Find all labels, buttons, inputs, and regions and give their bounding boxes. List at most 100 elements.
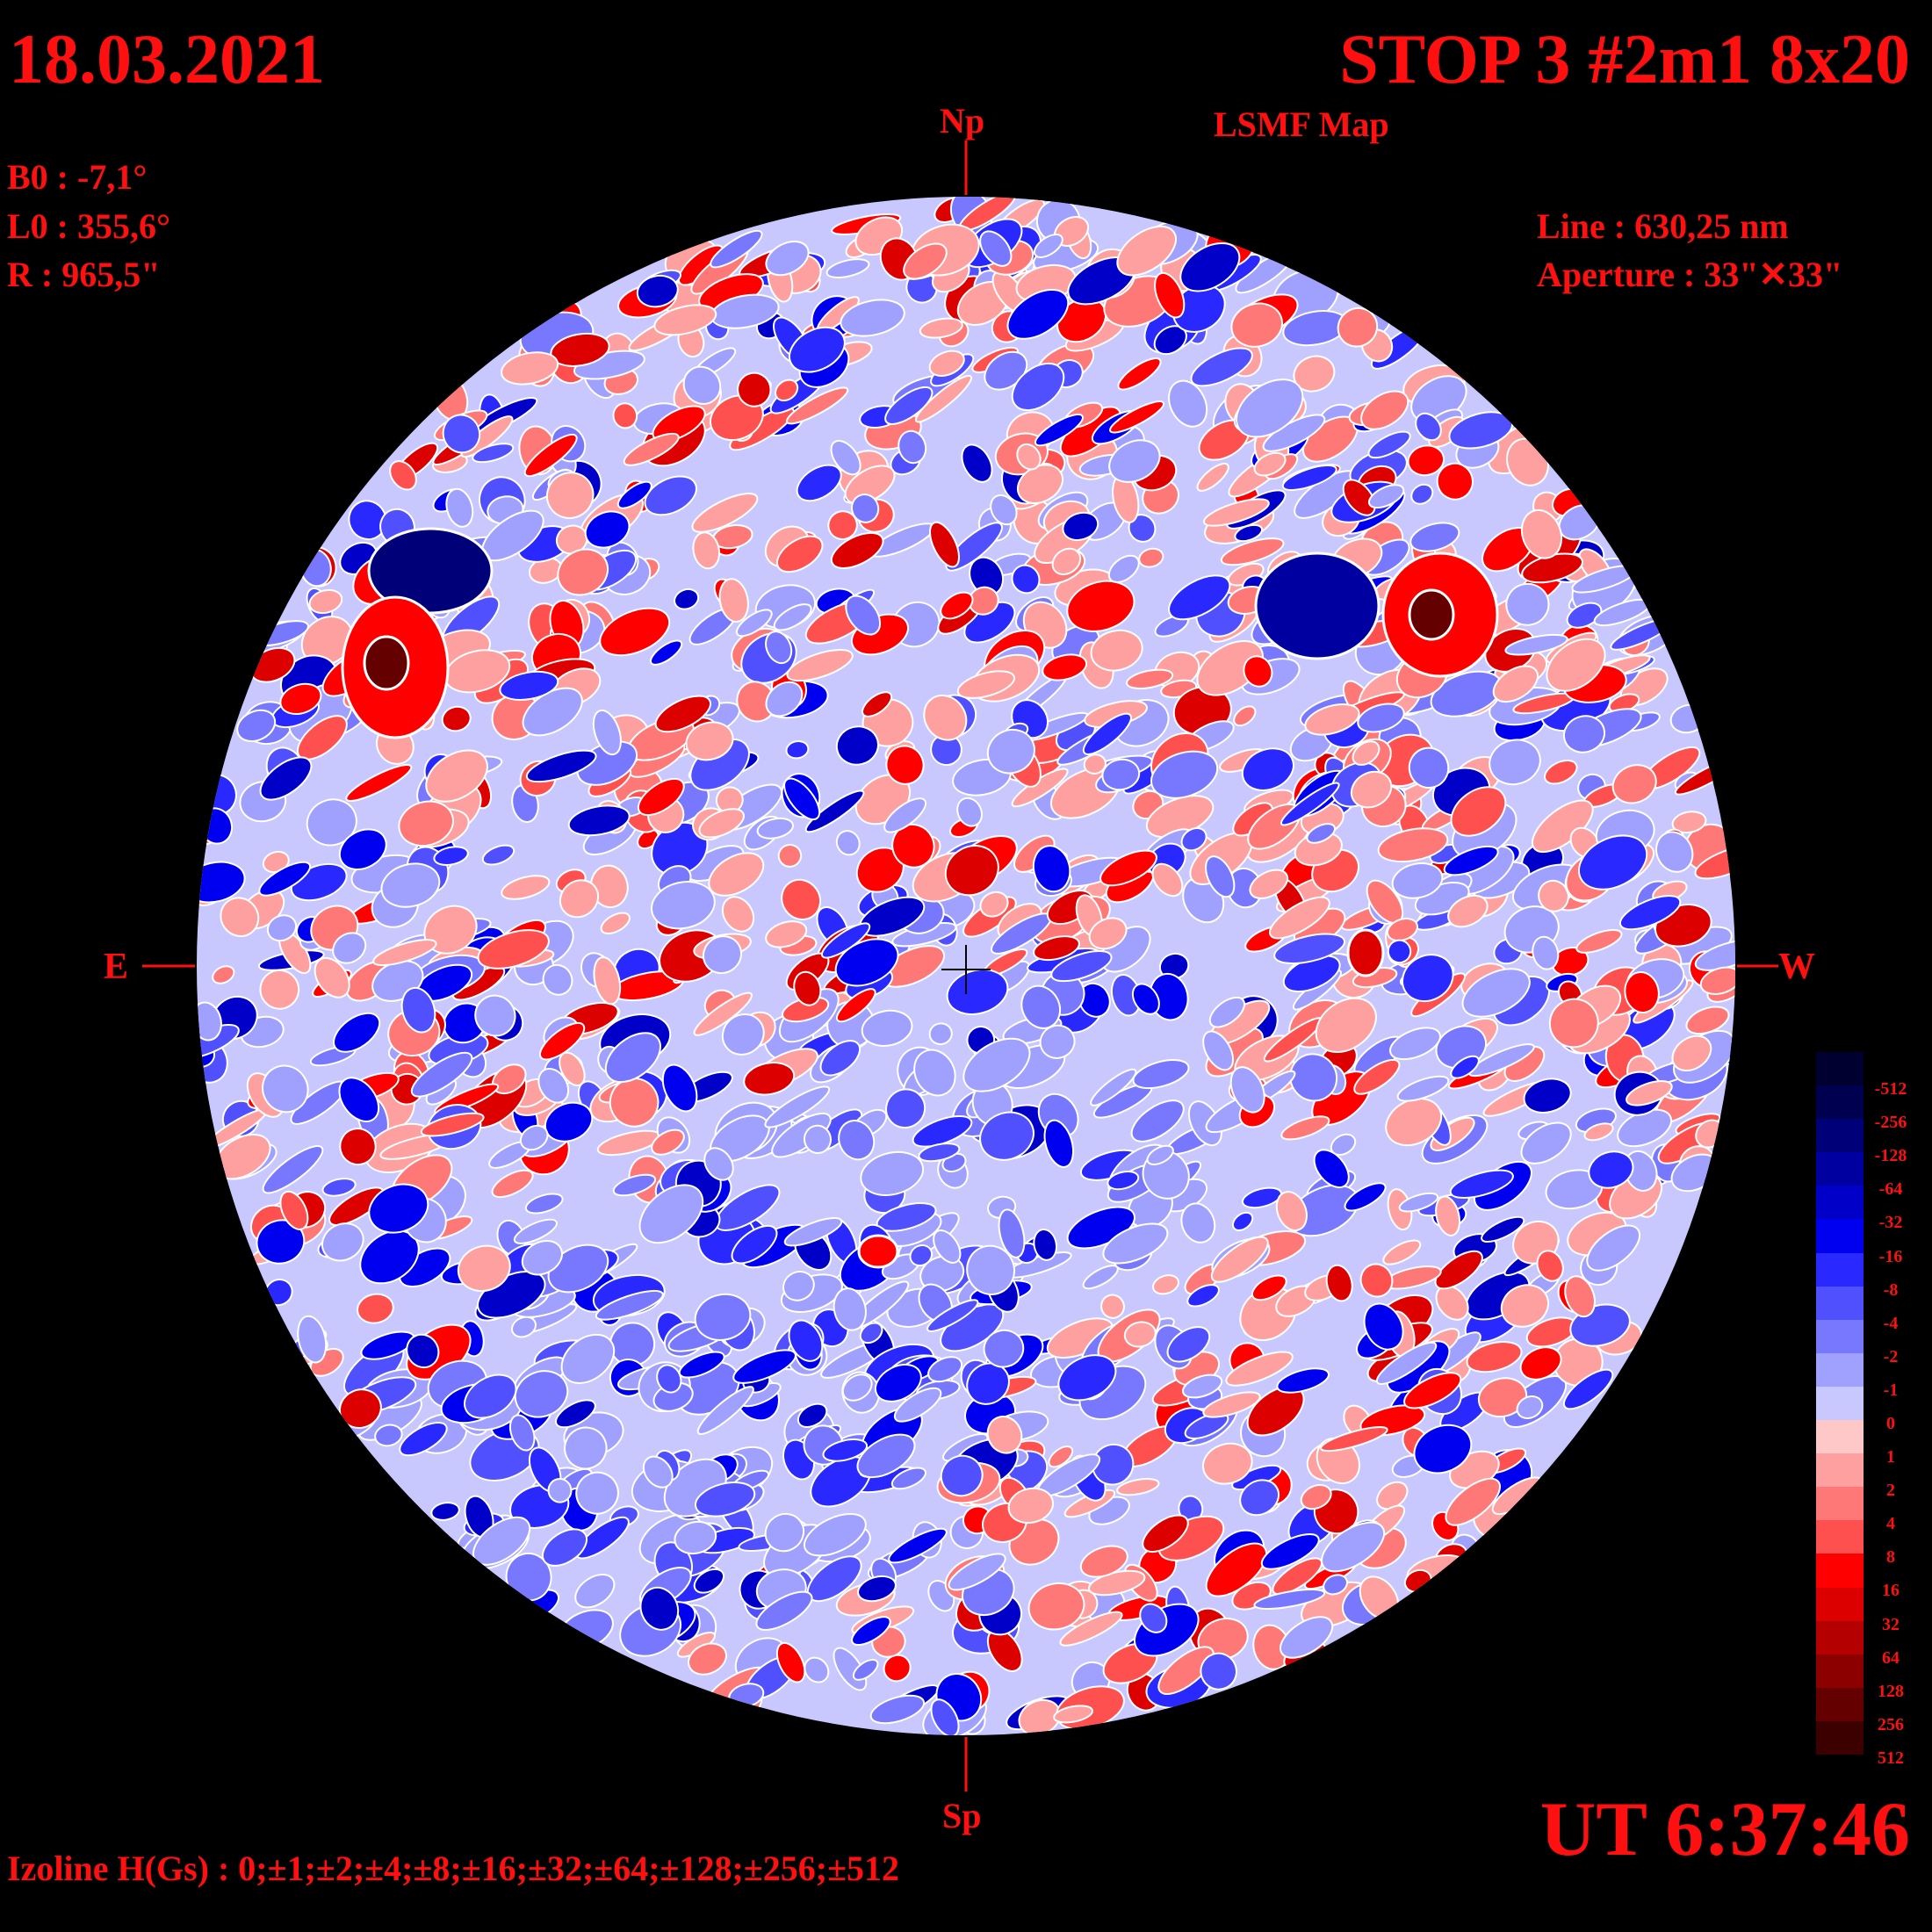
map-title: STOP 3 #2m1 8x20 (1339, 21, 1910, 98)
negative-field-patch (525, 749, 597, 783)
positive-field-patch (1385, 1098, 1443, 1147)
negative-field-patch (1280, 782, 1340, 826)
positive-field-patch (1053, 1705, 1094, 1724)
positive-field-patch (1500, 1284, 1549, 1328)
positive-field-patch (1138, 547, 1164, 568)
negative-field-patch (1082, 1265, 1119, 1290)
negative-field-patch (693, 1568, 725, 1594)
positive-field-patch (623, 432, 680, 466)
positive-field-patch (777, 843, 803, 868)
positive-field-patch (420, 1112, 485, 1137)
legend-swatch (1816, 1219, 1864, 1254)
negative-field-patch (859, 1322, 883, 1344)
positive-field-patch (1377, 827, 1449, 863)
negative-field-patch (674, 1520, 717, 1555)
param-l0: L0 : 355,6° (7, 206, 170, 246)
positive-field-patch (1300, 1483, 1332, 1510)
negative-field-patch (961, 443, 993, 483)
negative-field-patch (1481, 1215, 1525, 1243)
legend-swatch (1816, 1119, 1864, 1153)
negative-field-patch (1618, 895, 1682, 931)
positive-field-patch (743, 1062, 796, 1096)
negative-field-patch (651, 881, 716, 930)
positive-field-patch (708, 852, 765, 897)
negative-field-patch (348, 500, 387, 541)
positive-field-patch (477, 929, 550, 970)
positive-field-patch (425, 749, 488, 803)
negative-field-patch (1139, 1603, 1168, 1633)
positive-field-patch (545, 472, 595, 519)
negative-field-patch (1180, 1202, 1216, 1244)
positive-field-patch (929, 521, 960, 568)
positive-field-patch (1251, 1274, 1287, 1301)
negative-field-patch (1273, 933, 1345, 965)
positive-field-patch (986, 1416, 1023, 1454)
negative-field-patch (1078, 982, 1111, 1018)
positive-field-patch (1210, 1236, 1269, 1283)
legend-swatch (1816, 1620, 1864, 1655)
negative-field-patch (912, 1114, 973, 1148)
negative-field-patch (258, 861, 312, 897)
negative-field-patch (574, 1574, 616, 1609)
legend-label: 1 (1886, 1447, 1895, 1467)
negative-field-patch (1082, 712, 1132, 755)
negative-field-patch (1449, 1169, 1514, 1199)
legend-label: -2 (1883, 1346, 1899, 1366)
negative-field-patch (521, 1239, 563, 1276)
negative-field-patch (542, 963, 573, 996)
negative-field-patch (1034, 413, 1084, 447)
negative-field-patch (406, 1333, 440, 1369)
positive-field-patch (259, 969, 300, 1010)
positive-field-patch (1083, 753, 1107, 775)
negative-field-patch (1402, 954, 1454, 1003)
negative-field-patch (796, 464, 842, 502)
negative-field-patch (926, 1299, 979, 1332)
negative-field-patch (788, 1319, 824, 1362)
positive-field-patch (523, 433, 578, 478)
positive-field-patch (1434, 1250, 1483, 1290)
negative-field-patch (1516, 1395, 1544, 1419)
negative-field-patch (1398, 1192, 1439, 1213)
negative-field-patch (822, 1438, 869, 1462)
positive-field-patch (1117, 357, 1162, 391)
legend-label: -16 (1878, 1246, 1903, 1266)
active-region-spot (1254, 551, 1381, 660)
positive-field-patch (1079, 1545, 1128, 1578)
positive-field-patch (212, 965, 235, 984)
negative-field-patch (883, 797, 927, 833)
positive-field-patch (1056, 297, 1107, 343)
positive-field-patch (1407, 444, 1445, 477)
negative-field-patch (1107, 1170, 1140, 1191)
negative-field-patch (1357, 703, 1405, 733)
negative-field-patch (764, 1085, 831, 1128)
positive-field-patch (1225, 1351, 1294, 1387)
positive-field-patch (914, 374, 973, 423)
negative-field-patch (764, 1512, 805, 1553)
legend-label: 32 (1882, 1614, 1900, 1634)
negative-field-patch (1200, 1652, 1237, 1690)
positive-field-patch (721, 896, 755, 933)
negative-field-patch (803, 1124, 833, 1154)
negative-field-patch (1108, 439, 1161, 483)
negative-field-patch (1062, 511, 1099, 542)
negative-field-patch (541, 1528, 588, 1567)
positive-field-patch (883, 1654, 912, 1683)
positive-field-patch (737, 371, 772, 407)
legend-swatch (1816, 1085, 1864, 1120)
negative-field-patch (321, 1222, 364, 1262)
legend-label: 8 (1886, 1547, 1895, 1568)
positive-field-patch (718, 578, 749, 623)
positive-field-patch (297, 715, 348, 761)
legend-swatch (1816, 1587, 1864, 1622)
negative-field-patch (756, 817, 794, 840)
negative-field-patch (595, 1289, 664, 1321)
positive-field-patch (885, 745, 925, 785)
positive-field-patch (1033, 935, 1080, 962)
positive-field-patch (1359, 1263, 1394, 1298)
active-region-spot (363, 635, 410, 691)
negative-field-patch (1276, 1367, 1330, 1394)
negative-field-patch (1389, 1027, 1441, 1061)
positive-field-patch (1445, 1477, 1501, 1526)
param-radius: R : 965,5" (7, 255, 161, 294)
negative-field-patch (703, 1147, 734, 1181)
